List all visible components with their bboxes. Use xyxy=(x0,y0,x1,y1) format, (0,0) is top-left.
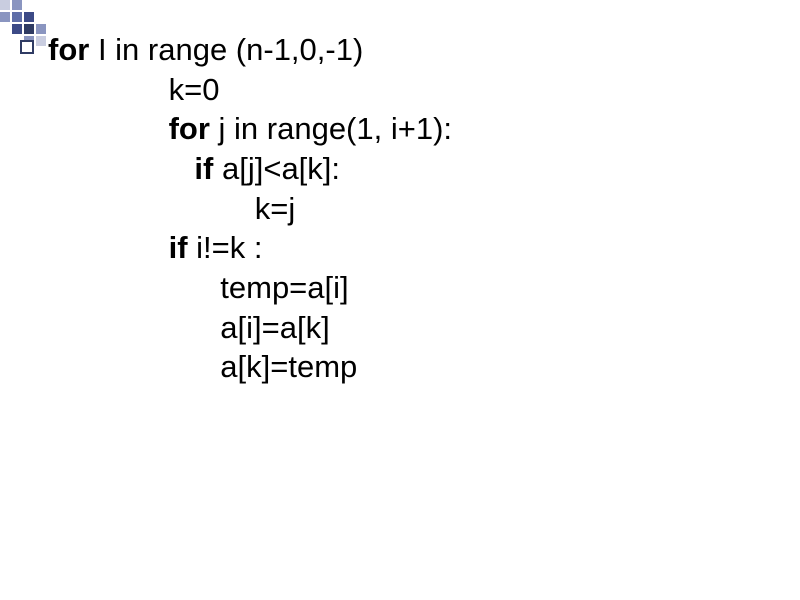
code-text: temp=a[i] xyxy=(220,270,348,305)
code-block: for I in range (n-1,0,-1) k=0 for j in r… xyxy=(48,30,760,387)
keyword: for xyxy=(169,111,219,146)
code-text: I in range (n-1,0,-1) xyxy=(98,32,363,67)
keyword: for xyxy=(48,32,98,67)
decor-cell xyxy=(36,36,46,46)
code-line: if a[j]<a[k]: xyxy=(48,149,760,189)
decor-cell xyxy=(0,24,10,34)
bullet-square-icon xyxy=(20,40,34,54)
code-line: if i!=k : xyxy=(48,228,760,268)
decor-cell xyxy=(0,36,10,46)
code-text: k=0 xyxy=(169,72,220,107)
code-text: a[i]=a[k] xyxy=(220,310,329,345)
code-line: k=0 xyxy=(48,70,760,110)
code-line: for I in range (n-1,0,-1) xyxy=(48,30,760,70)
decor-cell xyxy=(36,24,46,34)
decor-cell xyxy=(0,0,10,10)
decor-cell xyxy=(36,12,46,22)
decor-cell xyxy=(48,12,58,22)
code-line: temp=a[i] xyxy=(48,268,760,308)
decor-cell xyxy=(12,0,22,10)
code-text: k=j xyxy=(255,191,296,226)
code-text: i!=k : xyxy=(196,230,262,265)
decor-cell xyxy=(0,12,10,22)
code-line: k=j xyxy=(48,189,760,229)
code-line: a[k]=temp xyxy=(48,347,760,387)
code-line: for j in range(1, i+1): xyxy=(48,109,760,149)
decor-cell xyxy=(48,0,58,10)
decor-cell xyxy=(24,24,34,34)
decor-cell xyxy=(12,12,22,22)
code-text: a[k]=temp xyxy=(220,349,357,384)
decor-cell xyxy=(36,0,46,10)
keyword: if xyxy=(169,230,197,265)
code-text: a[j]<a[k]: xyxy=(222,151,340,186)
slide: for I in range (n-1,0,-1) k=0 for j in r… xyxy=(0,0,800,600)
decor-cell xyxy=(24,12,34,22)
code-line: a[i]=a[k] xyxy=(48,308,760,348)
code-text: j in range(1, i+1): xyxy=(219,111,452,146)
keyword: if xyxy=(194,151,222,186)
decor-cell xyxy=(12,24,22,34)
decor-cell xyxy=(24,0,34,10)
